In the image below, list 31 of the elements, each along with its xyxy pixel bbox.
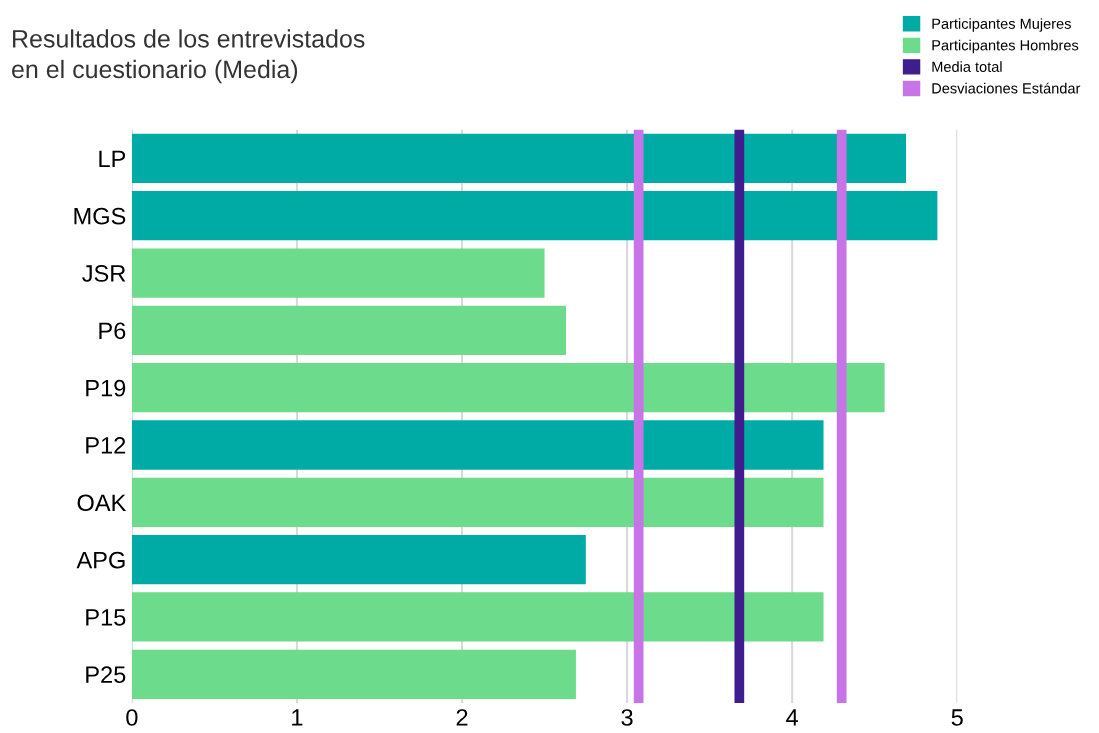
y-tick-label: P6 <box>99 322 126 340</box>
bar <box>131 477 824 527</box>
y-tick-label: P15 <box>86 609 126 626</box>
bar <box>131 363 885 413</box>
y-tick-label: MGS <box>74 207 126 225</box>
y-tick-label: LP <box>99 150 126 167</box>
y-tick-label: P25 <box>86 666 126 684</box>
bar <box>131 248 545 298</box>
y-tick-label: OAK <box>77 494 127 512</box>
bar <box>131 305 567 356</box>
x-tick-label: 5 <box>951 709 963 726</box>
legend-label: Desviaciones Estándar <box>932 82 1081 94</box>
x-tick-label: 3 <box>621 709 633 726</box>
bar <box>131 191 938 241</box>
bar <box>131 535 586 585</box>
x-tick-label: 4 <box>786 709 799 726</box>
x-tick-label: 0 <box>126 709 138 726</box>
y-tick-label: JSR <box>82 265 126 282</box>
x-tick-label: 2 <box>456 709 468 726</box>
y-tick-label: P12 <box>86 437 126 454</box>
chart-title: Resultados de los entrevistados en el cuestionario (Media) <box>12 29 365 84</box>
legend-label: Media total <box>932 61 1002 72</box>
bar <box>131 133 907 184</box>
bar <box>131 420 824 470</box>
legend-label: Participantes Hombres <box>932 39 1079 54</box>
legend-label: Participantes Mujeres <box>932 18 1071 32</box>
bar <box>131 649 576 699</box>
y-tick-label: APG <box>76 551 125 569</box>
x-tick-label: 1 <box>292 709 303 726</box>
y-tick-label: P19 <box>86 379 126 397</box>
bar <box>131 592 824 642</box>
